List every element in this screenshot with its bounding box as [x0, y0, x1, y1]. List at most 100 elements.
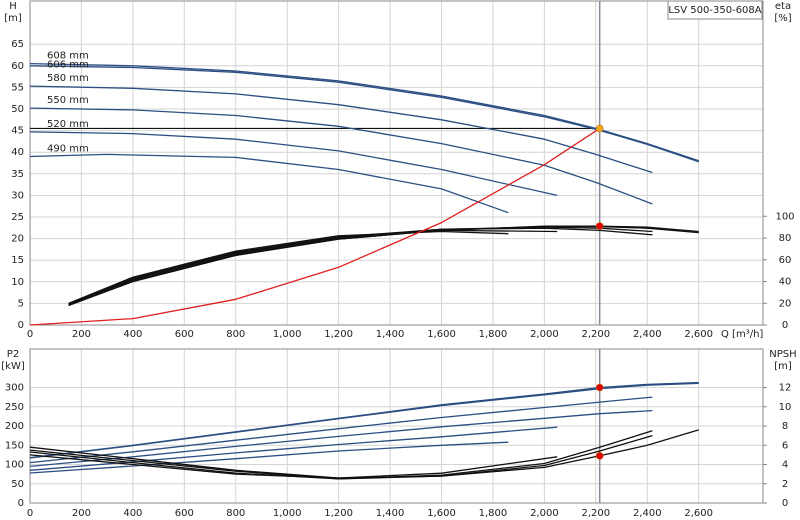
y2-tick-label: 100: [775, 211, 794, 222]
y2-tick-label: 12: [779, 383, 792, 394]
x-tick-label: 2,200: [582, 329, 611, 340]
y2-tick-label: 6: [782, 440, 788, 451]
y-tick-label: 55: [11, 82, 24, 93]
curve-label: 520 mm: [47, 119, 89, 130]
x-tick-label: 1,000: [273, 508, 302, 519]
y-tick-label: 60: [11, 61, 24, 72]
y-axis-unit: [kW]: [1, 361, 25, 372]
y-tick-label: 0: [18, 320, 24, 331]
curve: [29, 382, 699, 459]
curve: [29, 131, 558, 197]
plot-frame: [29, 348, 764, 504]
plot-frame: [29, 0, 764, 326]
y-tick-label: 5: [18, 298, 24, 309]
curve-label: 606 mm: [47, 60, 89, 71]
y2-tick-label: 60: [779, 255, 792, 266]
x-tick-label: 2,400: [633, 329, 662, 340]
x-tick-label: 2,000: [530, 329, 559, 340]
curve: [29, 85, 653, 174]
y2-tick-label: 10: [779, 402, 792, 413]
operating-point: [595, 383, 604, 392]
x-tick-label: 200: [72, 508, 91, 519]
x-tick-label: 1,200: [324, 329, 353, 340]
curve: [29, 409, 653, 468]
curve: [68, 229, 558, 305]
x-tick-label: 2,600: [684, 329, 713, 340]
y-tick-label: 150: [5, 440, 24, 451]
x-tick-label: 2,000: [530, 508, 559, 519]
y-tick-label: 35: [11, 169, 24, 180]
x-tick-label: 1,600: [427, 329, 456, 340]
x-tick-label: 2,400: [633, 508, 662, 519]
y-tick-label: 40: [11, 147, 24, 158]
x-tick-label: 800: [226, 329, 245, 340]
y2-tick-label: 2: [782, 479, 788, 490]
y2-axis-title: eta: [775, 1, 791, 12]
y-axis-title: H: [9, 1, 17, 12]
y2-tick-label: 0: [782, 498, 788, 509]
y-tick-label: 65: [11, 39, 24, 50]
y-tick-label: 30: [11, 190, 24, 201]
x-tick-label: 1,400: [376, 329, 405, 340]
x-tick-label: 1,800: [479, 329, 508, 340]
y-tick-label: 50: [11, 104, 24, 115]
x-tick-label: 0: [27, 508, 33, 519]
curve: [29, 454, 558, 479]
curve-label: 580 mm: [47, 73, 89, 84]
y2-tick-label: 80: [779, 233, 792, 244]
curve: [68, 230, 509, 304]
y-tick-label: 15: [11, 255, 24, 266]
curve: [29, 62, 699, 162]
y-tick-label: 45: [11, 126, 24, 137]
label-box: [667, 0, 763, 20]
y2-tick-label: 0: [782, 320, 788, 331]
y2-tick-label: 8: [782, 421, 788, 432]
curve: [29, 127, 601, 326]
curve: [29, 65, 699, 163]
y-axis-title: P2: [7, 349, 19, 360]
y-tick-label: 25: [11, 212, 24, 223]
x-tick-label: 800: [226, 508, 245, 519]
box-label: LSV 500-350-608A: [668, 5, 761, 16]
curve: [68, 227, 653, 305]
x-tick-label: 1,000: [273, 329, 302, 340]
curve: [29, 107, 653, 205]
y2-axis-unit: [m]: [774, 361, 792, 372]
curve: [29, 396, 653, 464]
y-tick-label: 20: [11, 234, 24, 245]
y2-axis-title: NPSH: [769, 349, 796, 360]
y-tick-label: 10: [11, 277, 24, 288]
x-tick-label: 600: [175, 508, 194, 519]
curve-label: 490 mm: [47, 144, 89, 155]
curve: [68, 225, 699, 307]
x-tick-label: 1,800: [479, 508, 508, 519]
y-tick-label: 200: [5, 421, 24, 432]
curve-label: 608 mm: [47, 51, 89, 62]
x-tick-label: 200: [72, 329, 91, 340]
curve-label: 550 mm: [47, 95, 89, 106]
x-tick-label: 0: [27, 329, 33, 340]
x-tick-label: 2,600: [684, 508, 713, 519]
operating-point: [595, 124, 604, 133]
y-tick-label: 0: [18, 498, 24, 509]
x-tick-label: 1,200: [324, 508, 353, 519]
x-axis-title: Q [m³/h]: [721, 329, 763, 340]
y2-axis-unit: [%]: [774, 13, 791, 24]
x-tick-label: 1,400: [376, 508, 405, 519]
y2-tick-label: 40: [779, 277, 792, 288]
y-tick-label: 100: [5, 460, 24, 471]
y2-tick-label: 4: [782, 460, 788, 471]
curve: [29, 153, 509, 214]
x-tick-label: 400: [123, 329, 142, 340]
x-tick-label: 600: [175, 329, 194, 340]
curve: [29, 441, 509, 474]
y-axis-unit: [m]: [4, 13, 22, 24]
x-tick-label: 1,600: [427, 508, 456, 519]
y-tick-label: 300: [5, 383, 24, 394]
operating-point: [595, 222, 604, 230]
y-tick-label: 250: [5, 402, 24, 413]
y2-tick-label: 20: [779, 298, 792, 309]
curve: [29, 430, 653, 480]
x-tick-label: 2,200: [582, 508, 611, 519]
